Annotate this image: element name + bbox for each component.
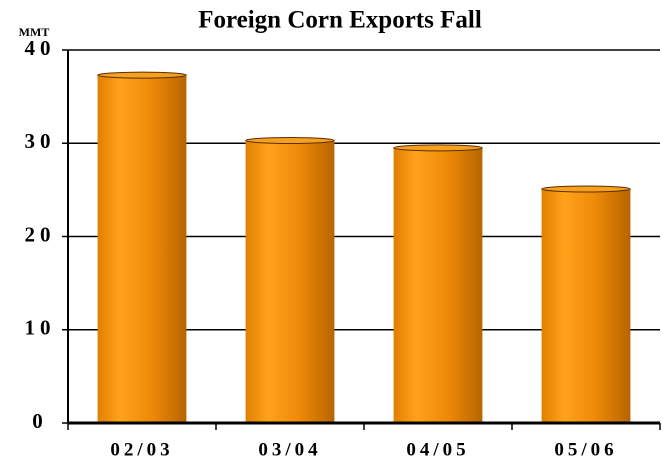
y-tick-label: 0 xyxy=(32,409,48,433)
bar xyxy=(541,188,631,423)
bar xyxy=(97,75,187,424)
y-tick-label: 30 xyxy=(25,129,56,153)
bar-cap xyxy=(541,185,631,193)
chart-title: Foreign Corn Exports Fall xyxy=(198,7,482,34)
y-tick-label: 40 xyxy=(25,36,56,60)
x-tick-label: 05/06 xyxy=(554,439,617,460)
x-tick-label: 03/04 xyxy=(258,439,321,460)
y-tick-label: 10 xyxy=(25,316,56,340)
x-tick-label: 02/03 xyxy=(110,439,173,460)
y-axis-label: MMT xyxy=(19,25,50,39)
y-tick-label: 20 xyxy=(25,222,56,246)
bar-cap xyxy=(393,144,483,152)
bar xyxy=(393,147,483,423)
x-tick-label: 04/05 xyxy=(406,439,469,460)
bar-cap xyxy=(245,136,335,144)
bar-cap xyxy=(97,71,187,79)
bar xyxy=(245,140,335,423)
